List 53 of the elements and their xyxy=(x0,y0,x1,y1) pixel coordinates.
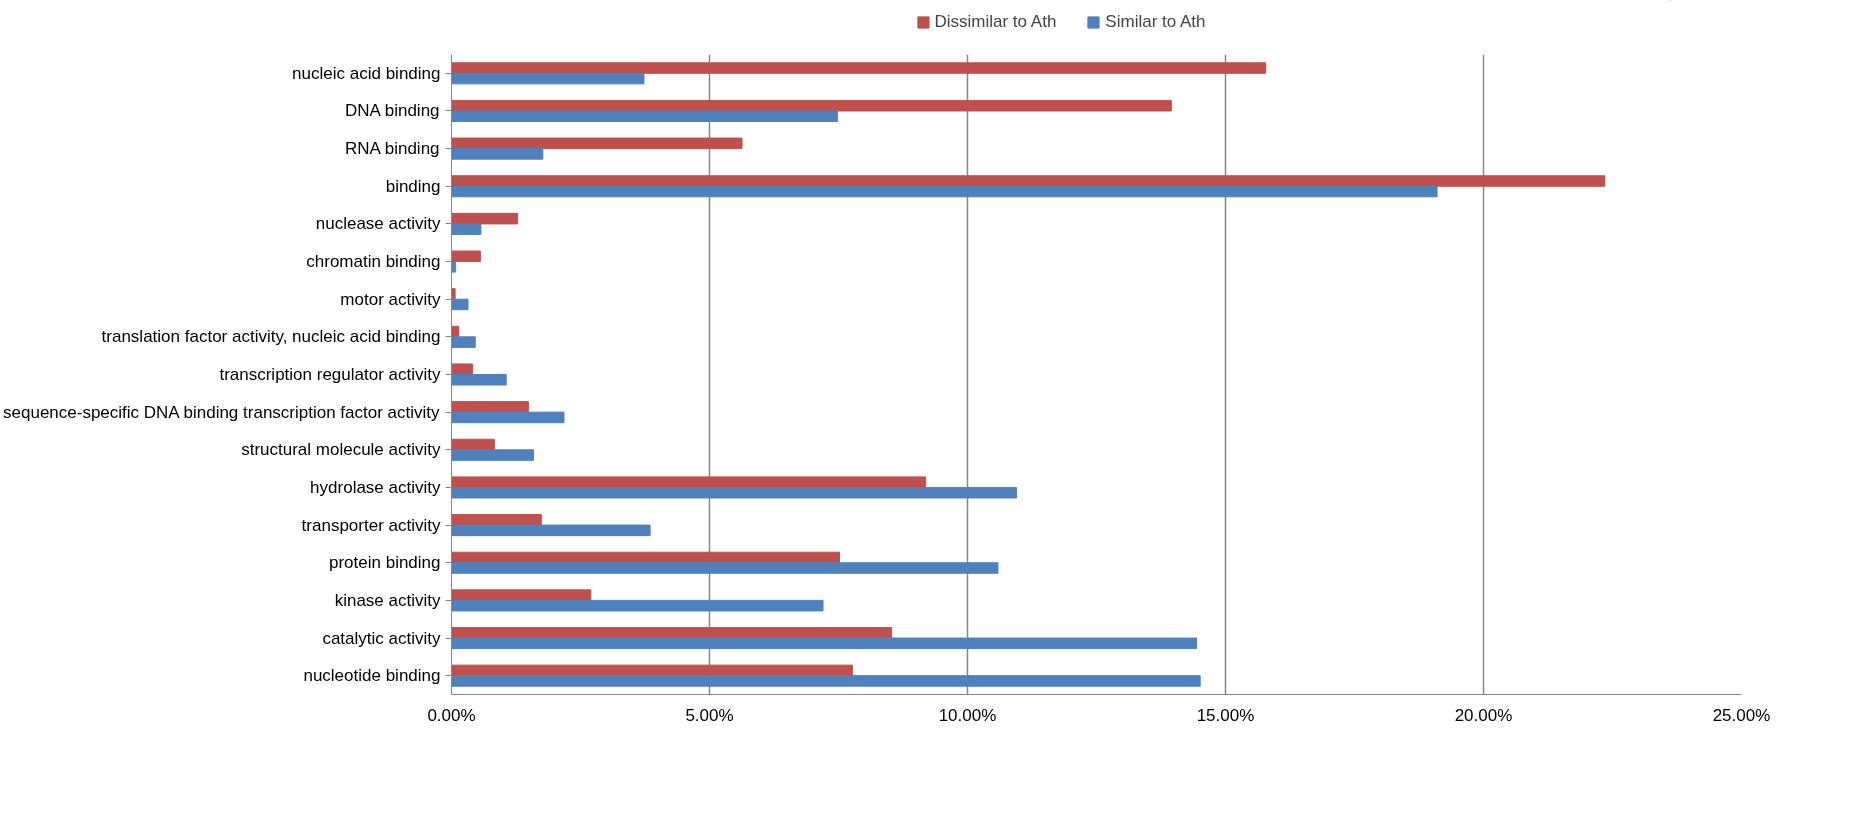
y-tick-label: translation factor activity, nucleic acid binding xyxy=(101,327,441,347)
bar xyxy=(451,288,456,300)
bar xyxy=(451,72,645,85)
x-tick-label: 0.00% xyxy=(427,705,476,725)
bar xyxy=(451,175,1606,187)
x-tick-label: 25.00% xyxy=(1712,705,1771,725)
y-tick-label: hydrolase activity xyxy=(310,477,441,497)
bar xyxy=(451,637,1198,650)
bar xyxy=(451,589,592,601)
bar xyxy=(451,261,457,273)
bar xyxy=(451,148,544,160)
bar xyxy=(451,223,482,235)
y-tick-label: catalytic activity xyxy=(322,628,441,648)
bar xyxy=(451,250,481,263)
bar xyxy=(451,411,565,424)
y-tick-label: structural molecule activity xyxy=(241,440,441,460)
bar xyxy=(451,374,507,386)
y-tick-label: DNA binding xyxy=(345,101,440,121)
y-tick-label: nuclease activity xyxy=(315,214,441,234)
x-tick-label: 10.00% xyxy=(938,705,997,725)
y-tick-label: motor activity xyxy=(340,289,441,309)
bar xyxy=(451,363,474,375)
bar xyxy=(451,664,853,677)
legend-label: Dissimilar to Ath xyxy=(934,12,1057,32)
y-tick-label: RNA binding xyxy=(345,139,440,159)
bar xyxy=(451,562,999,574)
bar xyxy=(451,137,743,150)
bar xyxy=(451,599,824,612)
y-tick-label: chromatin binding xyxy=(306,252,441,272)
bar xyxy=(451,62,1267,74)
bar xyxy=(451,524,651,537)
y-tick-label: nucleic acid binding xyxy=(292,63,441,83)
x-tick-label: 15.00% xyxy=(1196,705,1255,725)
y-tick-label: sequence-specific DNA binding transcription factor activity xyxy=(3,402,441,422)
bar xyxy=(451,336,476,348)
x-tick-label: 5.00% xyxy=(685,705,734,725)
legend-label: Similar to Ath xyxy=(1105,12,1206,32)
bar xyxy=(451,185,1438,198)
y-tick-label: binding xyxy=(385,176,441,196)
y-tick-label: nucleotide binding xyxy=(303,666,441,686)
bar xyxy=(451,476,927,488)
bar xyxy=(451,675,1201,687)
bar xyxy=(451,449,535,461)
bar xyxy=(451,486,1018,499)
bar xyxy=(451,99,1172,112)
x-tick-label: 20.00% xyxy=(1454,705,1513,725)
bar xyxy=(451,110,838,123)
y-tick-label: kinase activity xyxy=(334,590,441,610)
bar xyxy=(451,212,519,225)
y-tick-label: transcription regulator activity xyxy=(219,365,441,384)
y-tick-label: transporter activity xyxy=(301,515,441,535)
bar xyxy=(451,298,469,311)
y-tick-label: protein binding xyxy=(328,553,441,573)
